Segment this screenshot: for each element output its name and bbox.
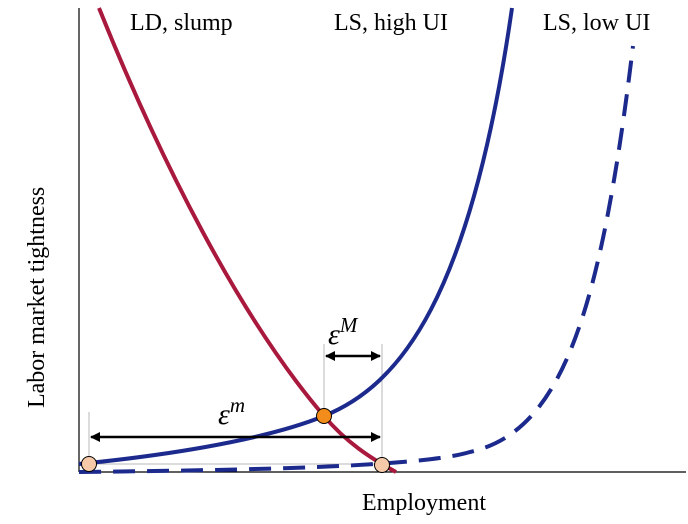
x-axis-label: Employment: [362, 490, 486, 516]
left-endpoint-marker: [81, 456, 97, 472]
epsilon-big-symbol: ε: [328, 318, 340, 351]
epsilon-small-superscript: m: [230, 393, 245, 417]
ld-slump-curve: [97, 7, 397, 474]
right-endpoint-marker: [374, 457, 390, 473]
y-axis-label: Labor market tightness: [24, 187, 50, 408]
ls-low-ui-label: LS, low UI: [543, 10, 650, 36]
epsilon-big-label: εM: [328, 313, 359, 351]
ls-high-ui-label: LS, high UI: [334, 10, 448, 36]
epsilon-small-label: εm: [218, 393, 245, 431]
ls-low-ui-curve: [78, 45, 635, 474]
ls-high-ui-curve: [78, 7, 514, 466]
equilibrium-point: [316, 408, 332, 424]
epsilon-small-symbol: ε: [218, 398, 230, 431]
ld-slump-label: LD, slump: [130, 10, 233, 36]
epsilon-big-superscript: M: [339, 313, 359, 337]
